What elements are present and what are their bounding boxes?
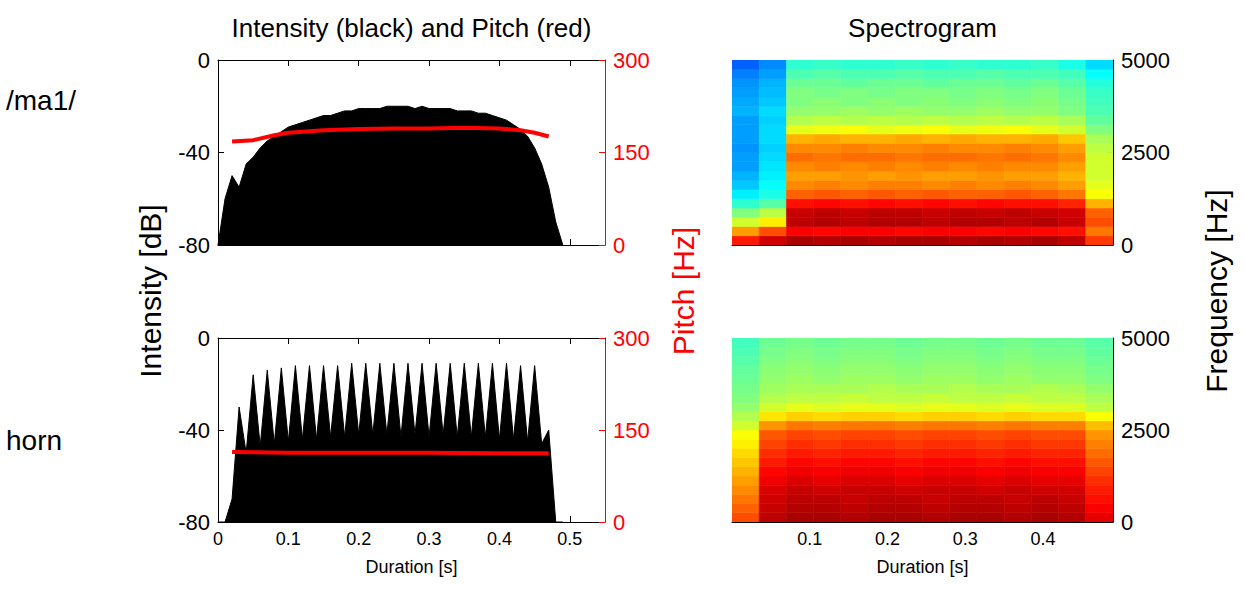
svg-text:150: 150	[613, 140, 650, 165]
svg-text:Intensity [dB]: Intensity [dB]	[134, 204, 167, 377]
svg-text:0.5: 0.5	[557, 529, 582, 549]
svg-text:5000: 5000	[1121, 48, 1170, 73]
svg-text:Duration [s]: Duration [s]	[365, 557, 457, 577]
svg-text:300: 300	[613, 48, 650, 73]
svg-text:Spectrogram: Spectrogram	[848, 13, 997, 43]
svg-text:0: 0	[198, 48, 210, 73]
svg-text:0.4: 0.4	[1031, 529, 1056, 549]
svg-text:0: 0	[198, 326, 210, 351]
svg-text:0: 0	[213, 529, 223, 549]
svg-text:Intensity (black) and Pitch (r: Intensity (black) and Pitch (red)	[232, 13, 592, 43]
svg-text:2500: 2500	[1121, 140, 1170, 165]
svg-text:-40: -40	[178, 418, 210, 443]
svg-text:300: 300	[613, 326, 650, 351]
svg-text:-40: -40	[178, 140, 210, 165]
svg-text:0: 0	[613, 233, 625, 258]
svg-text:-80: -80	[178, 233, 210, 258]
svg-text:0.1: 0.1	[797, 529, 822, 549]
svg-text:horn: horn	[6, 425, 62, 456]
svg-text:0: 0	[613, 510, 625, 535]
svg-text:Duration [s]: Duration [s]	[876, 557, 968, 577]
svg-text:0: 0	[1121, 510, 1133, 535]
svg-text:0.3: 0.3	[417, 529, 442, 549]
svg-text:5000: 5000	[1121, 326, 1170, 351]
svg-text:Frequency [Hz]: Frequency [Hz]	[1200, 189, 1233, 392]
svg-text:-80: -80	[178, 510, 210, 535]
svg-text:150: 150	[613, 418, 650, 443]
svg-text:0.3: 0.3	[953, 529, 978, 549]
svg-text:Pitch [Hz]: Pitch [Hz]	[667, 227, 700, 355]
svg-text:0: 0	[1121, 233, 1133, 258]
svg-text:0.2: 0.2	[346, 529, 371, 549]
svg-text:0.2: 0.2	[875, 529, 900, 549]
svg-text:/ma1/: /ma1/	[6, 85, 76, 116]
svg-text:2500: 2500	[1121, 418, 1170, 443]
svg-text:0.4: 0.4	[487, 529, 512, 549]
svg-text:0.1: 0.1	[276, 529, 301, 549]
